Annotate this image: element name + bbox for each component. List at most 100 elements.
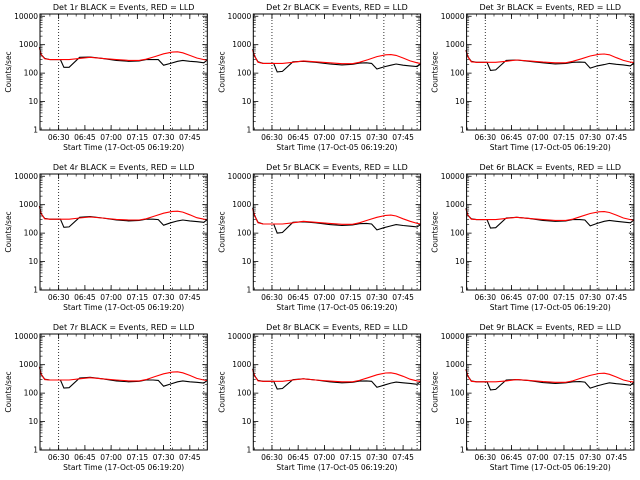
- x-tick-label: 07:00: [314, 453, 336, 462]
- series-line-lld: [38, 367, 208, 382]
- x-tick-label: 07:15: [127, 293, 149, 302]
- y-axis-label: Counts/sec: [431, 211, 440, 252]
- x-tick-label: 06:45: [501, 133, 523, 142]
- x-tick-label: 07:45: [179, 293, 201, 302]
- chart-title: Det 7r BLACK = Events, RED = LLD: [53, 323, 195, 332]
- series-line-events: [465, 207, 635, 229]
- y-tick-label: 10000: [14, 12, 38, 21]
- y-tick-label: 100: [24, 389, 39, 398]
- x-tick-label: 06:30: [48, 133, 70, 142]
- y-axis-label: Counts/sec: [217, 51, 226, 92]
- y-tick-label: 10000: [441, 12, 465, 21]
- x-axis-label: Start Time (17-Oct-05 06:19:20): [63, 143, 184, 152]
- y-axis-label: Counts/sec: [4, 371, 13, 412]
- y-tick-label: 10: [28, 417, 38, 426]
- y-tick-label: 100: [450, 229, 465, 238]
- y-tick-label: 1: [247, 126, 252, 135]
- x-tick-label: 06:30: [48, 293, 70, 302]
- y-tick-label: 1000: [446, 200, 465, 209]
- plot-frame: [252, 173, 422, 291]
- x-tick-label: 06:45: [74, 453, 96, 462]
- y-tick-label: 10000: [227, 12, 251, 21]
- y-tick-label: 10: [242, 417, 252, 426]
- series-line-events: [38, 205, 208, 228]
- y-tick-label: 10: [242, 257, 252, 266]
- plot-frame: [252, 333, 422, 451]
- series-line-events: [252, 207, 421, 234]
- panel-8: Det 8r BLACK = Events, RED = LLD 1 10 100 10…: [217, 323, 422, 472]
- panel-3: Det 3r BLACK = Events, RED = LLD 1 10 100 10…: [431, 3, 635, 152]
- x-tick-label: 07:45: [392, 133, 414, 142]
- x-tick-label: 06:45: [287, 453, 309, 462]
- y-tick-label: 10000: [14, 172, 38, 181]
- y-tick-label: 10: [455, 417, 465, 426]
- panel-5: Det 5r BLACK = Events, RED = LLD 1 10 100 10…: [217, 163, 422, 312]
- y-tick-label: 1: [33, 286, 38, 295]
- y-axis-label: Counts/sec: [217, 211, 226, 252]
- series-line-events: [38, 46, 208, 68]
- x-axis-label: Start Time (17-Oct-05 06:19:20): [490, 143, 611, 152]
- x-tick-label: 07:30: [579, 453, 601, 462]
- x-axis-label: Start Time (17-Oct-05 06:19:20): [63, 463, 184, 472]
- plot-frame: [39, 173, 208, 291]
- x-tick-label: 07:00: [527, 293, 549, 302]
- x-tick-label: 07:45: [392, 453, 414, 462]
- y-tick-label: 100: [450, 389, 465, 398]
- plot-frame: [466, 173, 635, 291]
- series-line-events: [252, 48, 421, 73]
- x-tick-label: 06:45: [74, 133, 96, 142]
- x-tick-label: 07:45: [392, 293, 414, 302]
- y-tick-label: 100: [24, 69, 39, 78]
- x-axis-label: Start Time (17-Oct-05 06:19:20): [276, 463, 397, 472]
- plot-frame: [466, 13, 635, 131]
- y-tick-label: 1000: [19, 40, 38, 49]
- x-tick-label: 07:00: [100, 133, 122, 142]
- x-tick-label: 07:00: [100, 453, 122, 462]
- x-tick-label: 07:00: [100, 293, 122, 302]
- y-axis-label: Counts/sec: [217, 371, 226, 412]
- x-axis-label: Start Time (17-Oct-05 06:19:20): [490, 463, 611, 472]
- y-tick-label: 100: [237, 389, 252, 398]
- x-tick-label: 07:00: [314, 133, 336, 142]
- x-tick-label: 07:15: [553, 453, 575, 462]
- x-tick-label: 06:30: [48, 453, 70, 462]
- x-tick-label: 06:30: [261, 133, 283, 142]
- y-tick-label: 1: [460, 126, 465, 135]
- x-axis-label: Start Time (17-Oct-05 06:19:20): [63, 303, 184, 312]
- chart-title: Det 2r BLACK = Events, RED = LLD: [266, 3, 408, 12]
- series-line-lld: [38, 47, 208, 61]
- x-tick-label: 06:45: [501, 453, 523, 462]
- y-tick-label: 10000: [227, 332, 251, 341]
- y-tick-label: 1000: [19, 360, 38, 369]
- x-tick-label: 07:30: [579, 293, 601, 302]
- x-tick-label: 06:30: [474, 133, 496, 142]
- series-line-lld: [465, 208, 634, 221]
- panel-7: Det 7r BLACK = Events, RED = LLD 1 10 100 10…: [4, 323, 208, 472]
- y-axis-label: Counts/sec: [4, 51, 13, 92]
- x-axis-label: Start Time (17-Oct-05 06:19:20): [490, 303, 611, 312]
- plot-frame: [252, 13, 422, 131]
- series-line-lld: [252, 49, 421, 65]
- chart-title: Det 4r BLACK = Events, RED = LLD: [53, 163, 195, 172]
- y-tick-label: 1000: [19, 200, 38, 209]
- series-line-events: [252, 368, 421, 390]
- x-tick-label: 06:45: [287, 293, 309, 302]
- y-axis-label: Counts/sec: [4, 211, 13, 252]
- series-line-events: [38, 366, 208, 389]
- y-axis-label: Counts/sec: [431, 371, 440, 412]
- y-tick-label: 1000: [232, 40, 251, 49]
- y-tick-label: 10000: [441, 172, 465, 181]
- x-tick-label: 06:45: [501, 293, 523, 302]
- x-tick-label: 07:30: [153, 293, 175, 302]
- chart-title: Det 8r BLACK = Events, RED = LLD: [266, 323, 408, 332]
- x-tick-label: 07:30: [579, 133, 601, 142]
- chart-title: Det 6r BLACK = Events, RED = LLD: [479, 163, 621, 172]
- y-tick-label: 1: [460, 446, 465, 455]
- x-tick-label: 07:15: [340, 133, 362, 142]
- x-tick-label: 07:15: [553, 133, 575, 142]
- y-axis-label: Counts/sec: [431, 51, 440, 92]
- series-line-lld: [252, 369, 421, 383]
- y-tick-label: 1: [247, 286, 252, 295]
- x-axis-label: Start Time (17-Oct-05 06:19:20): [276, 143, 397, 152]
- x-tick-label: 07:45: [179, 133, 201, 142]
